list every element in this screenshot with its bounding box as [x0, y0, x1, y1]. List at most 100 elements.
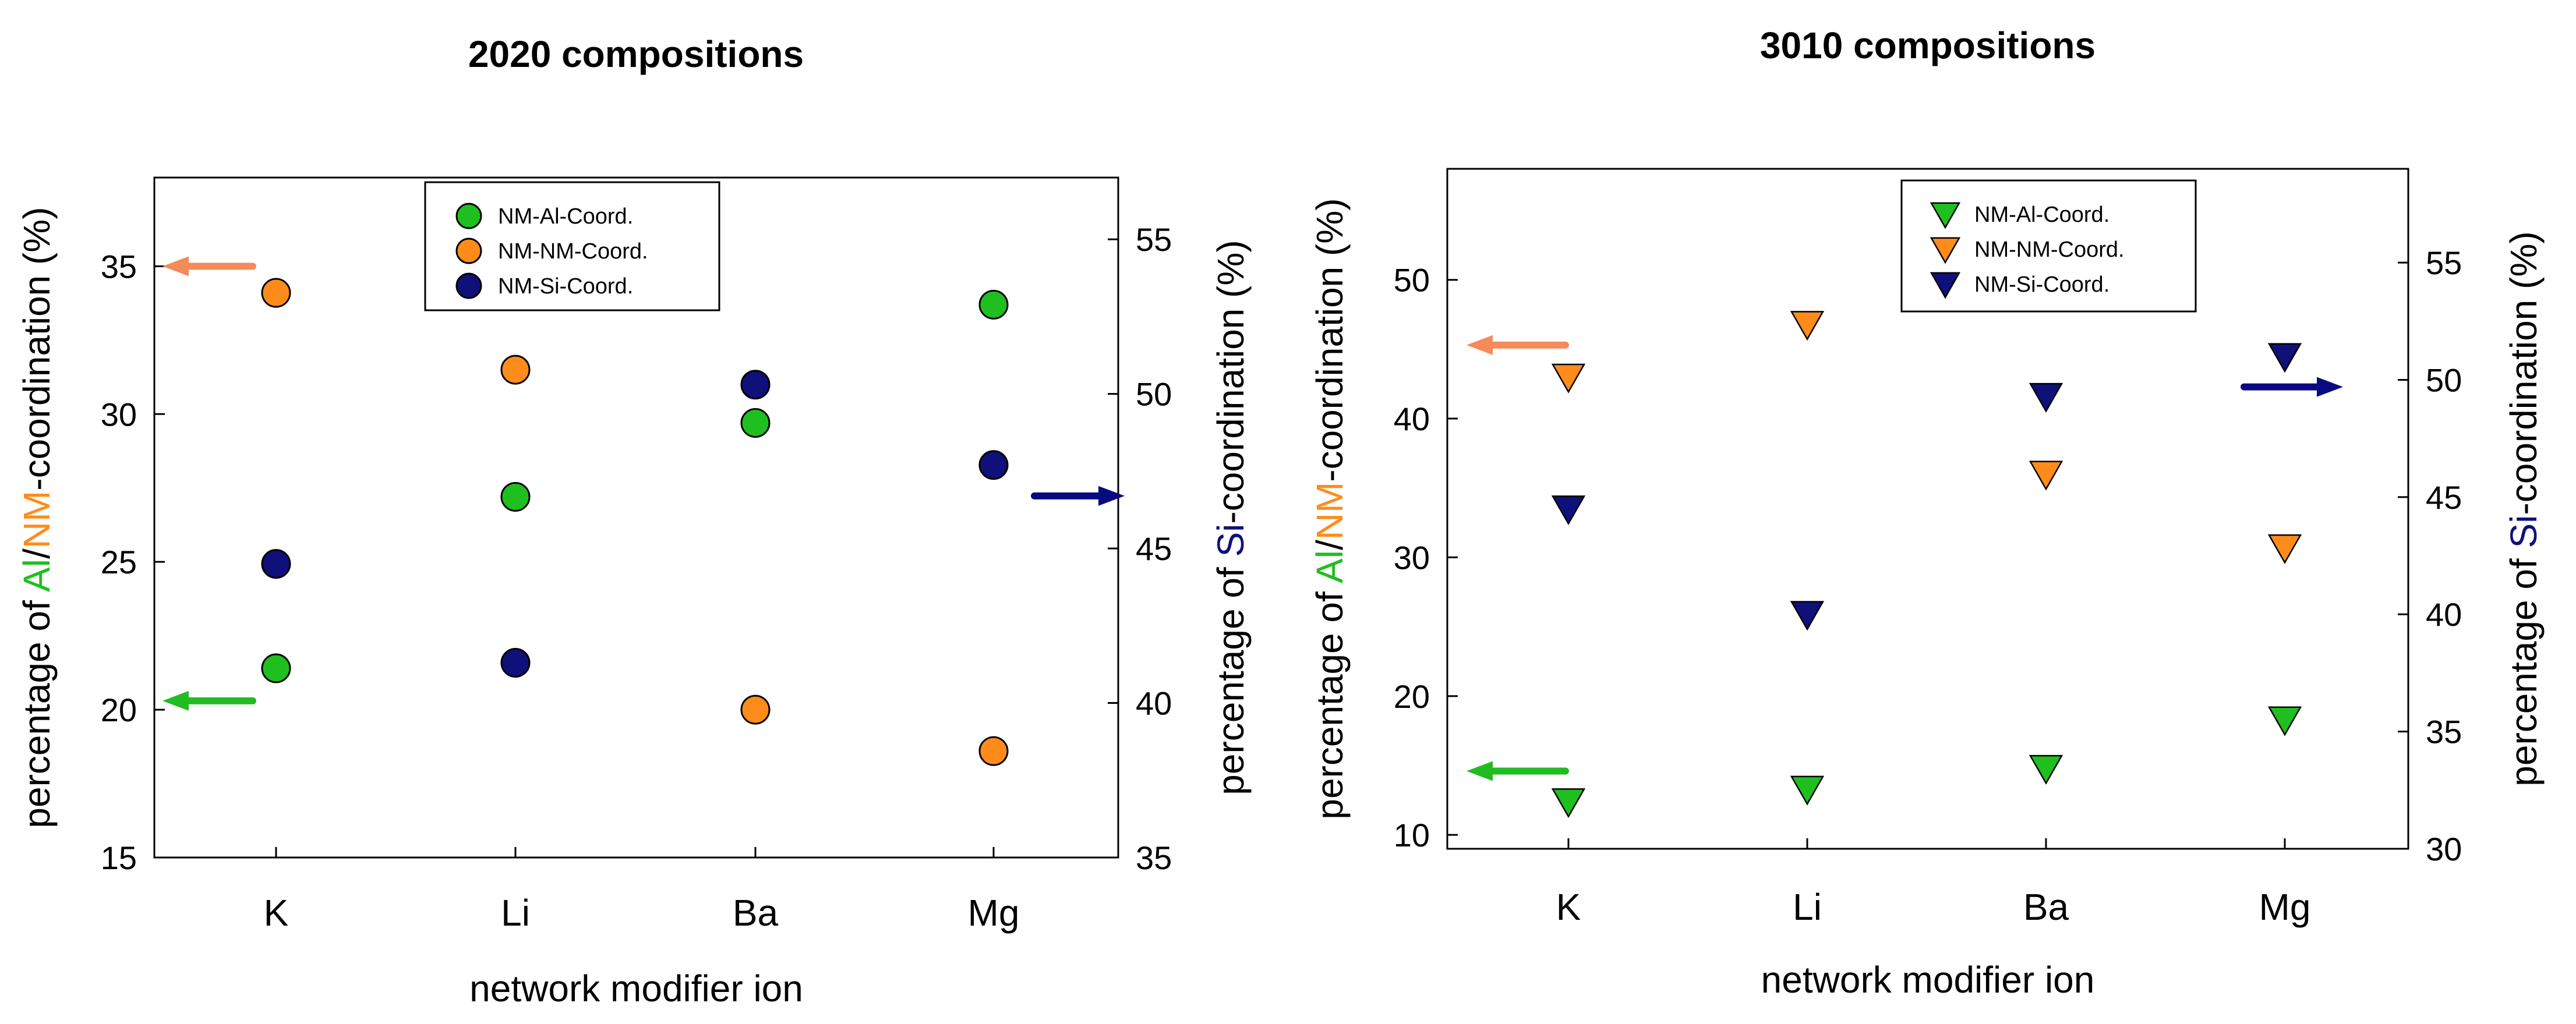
legend-marker	[455, 203, 482, 229]
y-label-al: Al	[16, 559, 58, 592]
y-label-right-suffix: -coordination (%)	[2503, 231, 2545, 515]
axis-arrow-head	[162, 690, 189, 711]
data-point-nm-si-coord	[1790, 601, 1825, 631]
y-label-suffix: -coordination (%)	[16, 207, 58, 490]
chart-panel-1: 2020 compositions 15 20 25 30 35 35 40 45 50 55 K Li…	[16, 33, 1252, 1009]
y-tick-right-label: 40	[2426, 596, 2462, 633]
legend-label: NM-Si-Coord.	[498, 274, 633, 299]
y-label-al: Al	[1309, 550, 1351, 583]
y-label-si: Si	[2503, 515, 2545, 548]
y-tick-left-label: 40	[1394, 401, 1430, 437]
data-point-nm-si-coord	[2029, 382, 2063, 413]
data-point-nm-si-coord	[740, 370, 771, 400]
chart-title: 2020 compositions	[468, 33, 804, 75]
legend-marker	[1930, 237, 1961, 264]
y-label-right-suffix: -coordination (%)	[1210, 240, 1252, 523]
x-tick-label: K	[1556, 886, 1581, 928]
data-point-nm-nm-coord	[261, 278, 291, 308]
legend-marker	[455, 272, 482, 299]
y-tick-right-label: 30	[2426, 831, 2462, 867]
x-tick-label: Mg	[968, 892, 1020, 934]
data-point-nm-nm-coord	[2267, 534, 2302, 564]
data-point-nm-si-coord	[2267, 343, 2302, 373]
y-tick-left-label: 10	[1394, 817, 1430, 853]
data-point-nm-nm-coord	[740, 695, 771, 725]
y-tick-left-label: 15	[101, 839, 137, 876]
y-label-nm: NM	[16, 491, 58, 549]
legend-marker	[1930, 272, 1961, 299]
plot-frame	[1446, 168, 2409, 850]
y-tick-left-label: 25	[101, 544, 137, 580]
legend-marker	[1930, 202, 1961, 229]
x-tick-label: Ba	[2023, 886, 2069, 928]
legend-marker	[455, 238, 482, 264]
axis-arrow-head	[162, 256, 189, 277]
y-tick-left-label: 50	[1394, 262, 1430, 299]
y-tick-right-label: 55	[2426, 245, 2462, 281]
data-point-nm-al-coord	[2267, 706, 2302, 736]
data-point-nm-si-coord	[261, 549, 291, 579]
data-point-nm-al-coord	[2029, 754, 2063, 785]
y-label-suffix: -coordination (%)	[1309, 198, 1351, 481]
y-tick-right-label: 50	[2426, 362, 2462, 398]
legend-label: NM-Al-Coord.	[498, 204, 633, 229]
y-tick-left-label: 20	[1394, 678, 1430, 715]
data-point-nm-si-coord	[1551, 495, 1586, 526]
y-tick-left-label: 20	[101, 692, 137, 728]
y-tick-right-label: 55	[1136, 221, 1172, 258]
data-point-nm-al-coord	[1790, 775, 1825, 806]
y-label-prefix: percentage of	[1309, 583, 1351, 820]
x-tick-label: Ba	[733, 892, 779, 934]
y-label-si: Si	[1210, 524, 1252, 557]
x-tick-label: Mg	[2259, 886, 2311, 928]
axis-arrow-head	[1098, 486, 1125, 506]
y-label-right-prefix: percentage of	[2503, 548, 2545, 786]
legend-label: NM-Al-Coord.	[1974, 203, 2109, 227]
axis-arrow-head	[1467, 335, 1493, 355]
x-tick-label: K	[264, 892, 289, 934]
x-tick-label: Li	[501, 892, 530, 934]
y-label-right-prefix: percentage of	[1210, 557, 1252, 795]
legend-label: NM-Si-Coord.	[1974, 272, 2109, 297]
y-axis-label-left: percentage of Al/NM-coordination (%)	[1309, 198, 1351, 819]
data-point-nm-al-coord	[1551, 788, 1586, 819]
data-point-nm-nm-coord	[1551, 363, 1586, 394]
axis-arrow-head	[2317, 377, 2343, 397]
y-tick-right-label: 50	[1136, 376, 1172, 413]
y-axis-label-left: percentage of Al/NM-coordination (%)	[16, 207, 58, 828]
data-point-nm-nm-coord	[500, 355, 531, 385]
data-point-nm-al-coord	[500, 481, 531, 512]
y-label-prefix: percentage of	[16, 592, 58, 828]
data-point-nm-nm-coord	[978, 736, 1009, 766]
data-point-nm-nm-coord	[1790, 311, 1825, 341]
y-tick-right-label: 40	[1136, 685, 1172, 722]
y-tick-right-label: 45	[2426, 479, 2462, 516]
y-label-slash: /	[1309, 540, 1351, 550]
y-tick-right-label: 35	[2426, 714, 2462, 750]
plot-frame	[153, 176, 1119, 859]
data-point-nm-si-coord	[978, 450, 1009, 480]
data-point-nm-al-coord	[978, 289, 1009, 320]
x-axis-label: network modifier ion	[469, 968, 803, 1009]
y-axis-label-right: percentage of Si-coordination (%)	[2503, 231, 2545, 786]
chart-panel-2: 3010 compositions 10 20 30 40 50 30 35 40 45 50 55 K…	[1309, 24, 2545, 1001]
y-tick-left-label: 35	[101, 248, 137, 285]
x-axis-label: network modifier ion	[1761, 959, 2095, 1001]
legend: NM-Al-Coord. NM-NM-Coord. NM-Si-Coord.	[424, 181, 720, 311]
y-axis-label-right: percentage of Si-coordination (%)	[1210, 240, 1252, 795]
data-point-nm-al-coord	[740, 408, 771, 438]
chart-title: 3010 compositions	[1760, 24, 2096, 66]
data-point-nm-al-coord	[261, 653, 291, 683]
legend: NM-Al-Coord. NM-NM-Coord. NM-Si-Coord.	[1900, 179, 2197, 313]
legend-label: NM-NM-Coord.	[498, 239, 648, 264]
axis-arrow-head	[1467, 761, 1493, 781]
y-label-slash: /	[16, 548, 58, 559]
x-tick-label: Li	[1793, 886, 1822, 928]
data-point-nm-nm-coord	[2029, 460, 2063, 491]
y-label-nm: NM	[1309, 482, 1351, 540]
y-tick-left-label: 30	[101, 396, 137, 433]
y-tick-right-label: 45	[1136, 530, 1172, 567]
y-tick-right-label: 35	[1136, 839, 1172, 876]
legend-label: NM-NM-Coord.	[1974, 238, 2125, 262]
